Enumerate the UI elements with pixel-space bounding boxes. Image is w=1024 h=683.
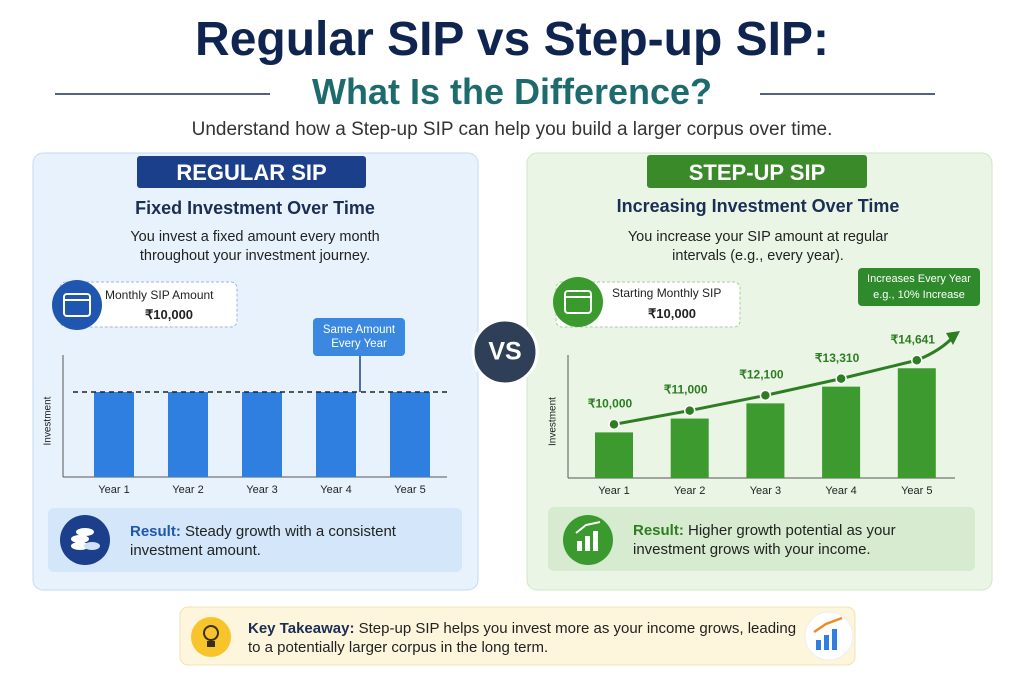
result: Result: Steady growth with a consistent … xyxy=(130,522,440,560)
value-label: ₹14,641 xyxy=(891,332,936,346)
intro: Understand how a Step-up SIP can help yo… xyxy=(191,119,833,140)
amount: ₹10,000 xyxy=(145,307,194,322)
result: Result: Higher growth potential as your … xyxy=(633,521,953,559)
point xyxy=(911,354,923,367)
coins-icon xyxy=(71,542,89,550)
result-box xyxy=(548,507,975,571)
y-axis-label: Investment xyxy=(43,396,54,445)
result-box xyxy=(48,508,462,572)
x-tick-label: Year 4 xyxy=(320,484,351,496)
growth-icon xyxy=(575,521,601,534)
heading: Fixed Investment Over Time xyxy=(135,198,375,218)
badge-bg xyxy=(137,156,366,188)
description: You invest a fixed amount every month th… xyxy=(130,229,380,264)
x-tick-label: Year 1 xyxy=(98,484,129,496)
takeaway-text: Step-up SIP helps you invest more as you… xyxy=(248,620,797,656)
result-text: Higher growth potential as your investme… xyxy=(633,522,896,558)
point xyxy=(759,389,772,402)
chart-icon xyxy=(832,629,837,650)
bulb-icon xyxy=(203,625,219,641)
bar xyxy=(390,391,430,477)
coins-icon xyxy=(71,535,89,543)
result-label: Result: xyxy=(633,522,684,539)
callout-bg xyxy=(858,268,980,306)
bar xyxy=(316,391,356,477)
value-label: ₹13,310 xyxy=(815,351,860,365)
trend-arrow xyxy=(946,331,960,345)
x-tick-label: Year 5 xyxy=(394,484,425,496)
value-label: ₹12,100 xyxy=(739,368,784,382)
callout-note: e.g., 10% Increase xyxy=(873,289,965,301)
bar xyxy=(595,432,633,478)
vs-text: VS xyxy=(488,338,521,366)
point xyxy=(683,404,696,417)
coins-icon xyxy=(84,542,100,550)
x-tick-label: Year 3 xyxy=(750,485,781,497)
badge: STEP-UP SIP xyxy=(688,160,826,185)
result-text: Steady growth with a consistent investme… xyxy=(130,523,396,559)
calendar-icon xyxy=(553,277,603,327)
calendar-icon xyxy=(564,290,592,314)
coins-icon xyxy=(76,528,94,536)
callout: Same Amount Every Year xyxy=(322,324,396,350)
badge: REGULAR SIP xyxy=(176,160,327,185)
chart-icon xyxy=(813,616,843,634)
point xyxy=(608,418,620,431)
calendar-icon xyxy=(52,280,102,330)
amount-label: Monthly SIP Amount xyxy=(105,288,214,302)
bar xyxy=(94,391,134,477)
badge-bg xyxy=(647,155,867,188)
description: You increase your SIP amount at regular … xyxy=(627,229,889,264)
value-label: ₹10,000 xyxy=(588,397,633,411)
bulb-icon xyxy=(207,641,215,647)
vs-badge xyxy=(471,318,539,386)
growth-icon xyxy=(585,536,590,551)
x-tick-label: Year 1 xyxy=(598,485,629,497)
x-tick-label: Year 3 xyxy=(246,484,277,496)
bar xyxy=(670,418,709,478)
bar xyxy=(897,368,936,478)
callout: Increases Every Year xyxy=(867,273,971,285)
x-tick-label: Year 5 xyxy=(901,485,932,497)
takeaway-label: Key Takeaway: xyxy=(248,620,355,637)
takeaway: Key Takeaway: Step-up SIP helps you inve… xyxy=(248,619,798,657)
x-tick-label: Year 2 xyxy=(674,485,705,497)
value-label: ₹11,000 xyxy=(664,383,708,397)
amount-label: Starting Monthly SIP xyxy=(612,286,722,300)
chart-icon xyxy=(824,635,829,650)
growth-icon xyxy=(577,541,582,551)
result-label: Result: xyxy=(130,523,181,540)
bar xyxy=(746,403,785,478)
heading: Increasing Investment Over Time xyxy=(616,196,900,216)
y-axis-label: Investment xyxy=(548,397,559,446)
bar xyxy=(822,386,861,478)
growth-icon xyxy=(593,531,598,551)
takeaway-box xyxy=(179,606,856,666)
point xyxy=(835,372,847,385)
x-tick-label: Year 2 xyxy=(172,484,203,496)
amount: ₹10,000 xyxy=(648,306,697,321)
bar xyxy=(168,391,208,477)
bulb-icon xyxy=(191,617,231,657)
subtitle: What Is the Difference? xyxy=(311,71,713,112)
x-tick-label: Year 4 xyxy=(825,485,856,497)
bar xyxy=(242,391,282,477)
callout-bg xyxy=(313,318,405,356)
chart-icon xyxy=(816,640,821,650)
title: Regular SIP vs Step-up SIP: xyxy=(195,13,829,66)
calendar-icon xyxy=(63,293,91,317)
